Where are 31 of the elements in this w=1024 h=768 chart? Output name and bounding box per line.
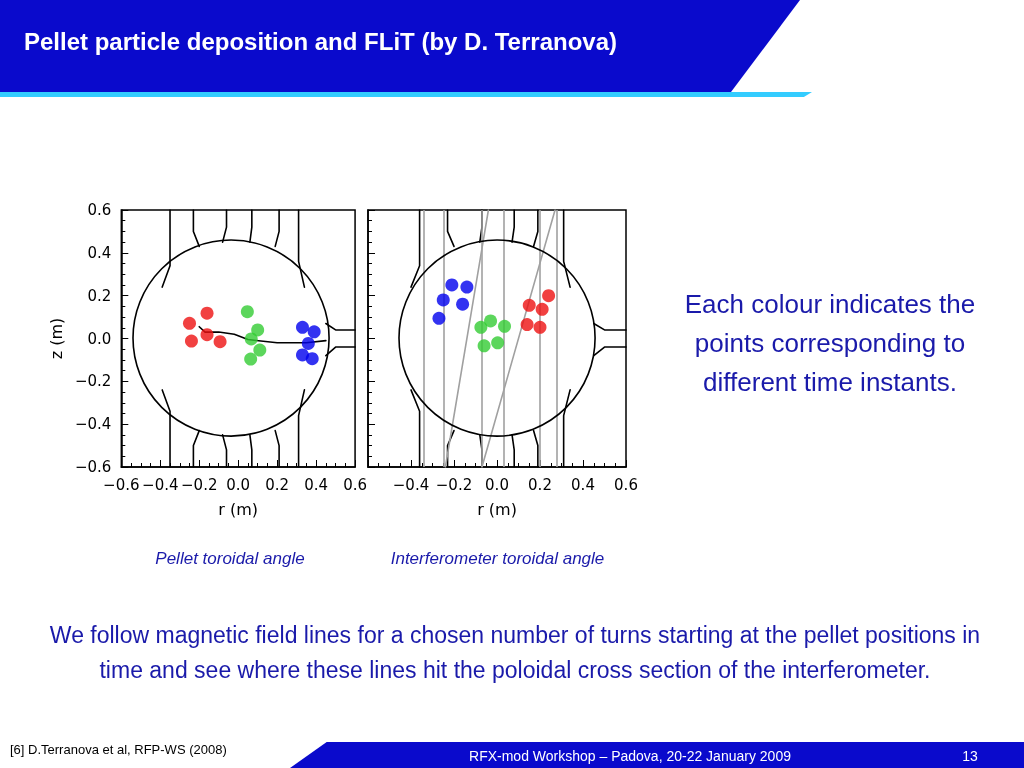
text: Each colour indicates the points corresponding to different time instants. (683, 288, 977, 399)
x-tick-label: −0.4 (392, 475, 430, 494)
y-tick-label: 0.6 (87, 201, 112, 219)
x-axis-title: r (m) (218, 499, 259, 519)
text: We follow magnetic field lines for a chosen number of turns starting at the pellet positions in time and see where these lines hit the poloidal cross section of the interferometer. (48, 621, 982, 685)
x-tick-label: 0.4 (304, 475, 329, 494)
y-tick-label: −0.4 (74, 415, 112, 434)
chart-title: Pellet particle deposition and FLiT (by D. Terranova) (24, 28, 618, 56)
text: RFX-mod Workshop – Padova, 20-22 January 2009 (468, 747, 792, 766)
y-tick-label: 0.0 (87, 329, 112, 348)
x-tick-label: 0.6 (614, 475, 638, 494)
x-tick-label: 0.2 (528, 475, 552, 494)
x-tick-label: 0.6 (343, 475, 367, 494)
x-tick-label: −0.4 (142, 475, 179, 494)
x-tick-label: 0.4 (571, 475, 595, 494)
y-tick-label: 0.2 (87, 286, 112, 305)
text: Pellet toroidal angle (154, 548, 306, 570)
y-tick-label: 0.4 (87, 243, 112, 262)
x-axis-title: r (m) (477, 499, 517, 519)
x-tick-label: 0.2 (265, 475, 290, 494)
text: 13 (961, 747, 979, 766)
y-tick-label: −0.6 (74, 458, 112, 476)
x-tick-label: −0.2 (181, 475, 218, 494)
x-tick-label: −0.6 (103, 475, 140, 494)
text: Interferometer toroidal angle (389, 548, 606, 570)
x-tick-label: −0.2 (435, 475, 473, 494)
y-axis-title: z (m) (46, 317, 66, 360)
text: [6] D.Terranova et al, RFP-WS (2008) (10, 741, 228, 759)
x-tick-label: 0.0 (485, 475, 509, 494)
x-tick-label: 0.0 (226, 475, 251, 494)
y-tick-label: −0.2 (74, 372, 112, 391)
